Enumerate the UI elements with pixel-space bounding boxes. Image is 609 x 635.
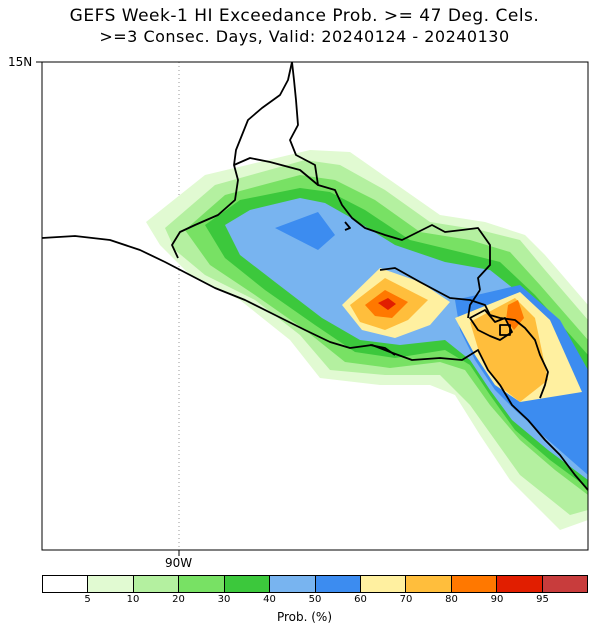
colorbar-swatch bbox=[360, 576, 407, 592]
coastlines-borders bbox=[41, 61, 589, 491]
colorbar-tick-label: 95 bbox=[536, 594, 549, 605]
map-title-line1: GEFS Week-1 HI Exceedance Prob. >= 47 De… bbox=[69, 6, 540, 26]
colorbar-title: Prob. (%) bbox=[276, 610, 333, 624]
colorbar-tick-label: 80 bbox=[445, 594, 458, 605]
latitude-label: 15N bbox=[8, 55, 33, 69]
colorbar-tick-label: 70 bbox=[399, 594, 413, 605]
colorbar-tick-label: 5 bbox=[84, 594, 91, 605]
colorbar-swatch bbox=[315, 576, 361, 592]
colorbar-swatch bbox=[497, 576, 543, 592]
colorbar-tick-label: 10 bbox=[126, 594, 140, 605]
longitude-label: 90W bbox=[165, 556, 193, 570]
colorbar-tick-label: 40 bbox=[263, 594, 276, 605]
colorbar-swatch bbox=[451, 576, 498, 592]
map-frame bbox=[41, 61, 589, 551]
colorbar-swatch bbox=[270, 576, 316, 592]
colorbar-tick-label: 60 bbox=[354, 594, 367, 605]
colorbar-swatch bbox=[179, 576, 225, 592]
colorbar-tick-label: 50 bbox=[308, 594, 322, 605]
colorbar-swatch bbox=[133, 576, 180, 592]
colorbar-swatch bbox=[88, 576, 134, 592]
colorbar bbox=[42, 575, 588, 593]
colorbar-ticks: 5 10 20 30 40 50 60 70 80 90 95 bbox=[42, 594, 588, 608]
colorbar-swatch bbox=[406, 576, 452, 592]
map-panel bbox=[36, 61, 589, 556]
colorbar-swatch bbox=[43, 576, 89, 592]
map-title-line2: >=3 Consec. Days, Valid: 20240124 - 2024… bbox=[99, 27, 510, 46]
contour-40 bbox=[225, 198, 588, 480]
colorbar-tick-label: 90 bbox=[490, 594, 504, 605]
colorbar-swatch bbox=[224, 576, 271, 592]
colorbar-tick-label: 20 bbox=[172, 594, 185, 605]
probability-contours bbox=[146, 150, 588, 530]
contour-50 bbox=[275, 212, 335, 250]
contour-90 bbox=[378, 298, 396, 310]
contour-70b bbox=[470, 298, 548, 402]
colorbar-tick-label: 30 bbox=[217, 594, 231, 605]
colorbar-swatch bbox=[542, 576, 588, 592]
